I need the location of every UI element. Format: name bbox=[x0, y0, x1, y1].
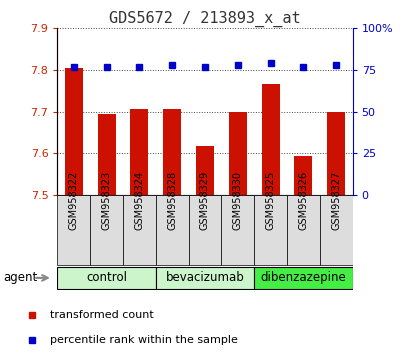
Bar bbox=[261, 85, 279, 195]
Text: control: control bbox=[86, 271, 127, 284]
Text: GSM958324: GSM958324 bbox=[134, 171, 144, 230]
Bar bbox=[130, 109, 148, 195]
FancyBboxPatch shape bbox=[254, 267, 352, 289]
Text: percentile rank within the sample: percentile rank within the sample bbox=[50, 335, 237, 344]
FancyBboxPatch shape bbox=[188, 195, 221, 265]
Bar bbox=[65, 68, 83, 195]
FancyBboxPatch shape bbox=[90, 195, 123, 265]
Text: dibenzazepine: dibenzazepine bbox=[260, 271, 346, 284]
Text: GSM958329: GSM958329 bbox=[200, 171, 209, 230]
Title: GDS5672 / 213893_x_at: GDS5672 / 213893_x_at bbox=[109, 11, 300, 27]
FancyBboxPatch shape bbox=[57, 195, 90, 265]
Text: GSM958327: GSM958327 bbox=[330, 171, 340, 230]
FancyBboxPatch shape bbox=[319, 195, 352, 265]
Text: agent: agent bbox=[3, 271, 37, 284]
Text: GSM958326: GSM958326 bbox=[298, 171, 308, 230]
Bar bbox=[228, 112, 246, 195]
Text: transformed count: transformed count bbox=[50, 310, 153, 320]
FancyBboxPatch shape bbox=[155, 267, 254, 289]
FancyBboxPatch shape bbox=[155, 195, 188, 265]
FancyBboxPatch shape bbox=[57, 267, 155, 289]
FancyBboxPatch shape bbox=[286, 195, 319, 265]
Text: GSM958328: GSM958328 bbox=[167, 171, 177, 230]
Text: bevacizumab: bevacizumab bbox=[165, 271, 244, 284]
Bar bbox=[294, 156, 312, 195]
FancyBboxPatch shape bbox=[254, 195, 286, 265]
Bar bbox=[196, 145, 213, 195]
Bar bbox=[163, 109, 181, 195]
Bar bbox=[326, 112, 344, 195]
Text: GSM958323: GSM958323 bbox=[101, 171, 111, 230]
Text: GSM958322: GSM958322 bbox=[69, 171, 79, 230]
FancyBboxPatch shape bbox=[123, 195, 155, 265]
Bar bbox=[97, 114, 115, 195]
Text: GSM958330: GSM958330 bbox=[232, 171, 242, 230]
Text: GSM958325: GSM958325 bbox=[265, 171, 275, 230]
FancyBboxPatch shape bbox=[221, 195, 254, 265]
